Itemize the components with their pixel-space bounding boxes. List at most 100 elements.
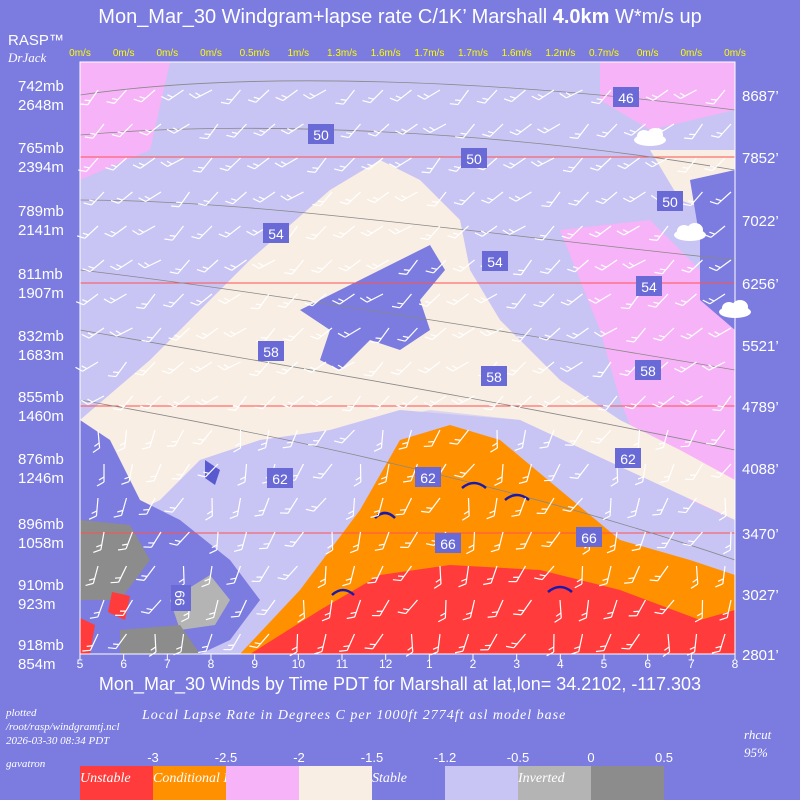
legend-tick: -3 xyxy=(147,750,159,765)
plotted-line: 2026-03-30 08:34 PDT xyxy=(6,735,110,747)
x-tick-label: 5 xyxy=(601,657,608,671)
contour-label-box xyxy=(636,276,662,296)
contour-label: 62 xyxy=(420,470,436,486)
plotted-line: plotted xyxy=(6,707,37,719)
left-pressure-label: 765mb xyxy=(18,140,64,157)
wstar-label: 0m/s xyxy=(724,48,746,59)
contour-label: 58 xyxy=(640,363,656,379)
unstable-region xyxy=(250,565,735,654)
wstar-label: 1m/s xyxy=(287,48,309,59)
legend-tick: -1.5 xyxy=(360,750,384,765)
left-height-label: 854m xyxy=(18,656,56,673)
rasp-brand: RASP™ xyxy=(8,32,64,49)
contour-label-box xyxy=(263,223,289,243)
left-pressure-label: 876mb xyxy=(18,451,64,468)
inverted-region xyxy=(80,520,150,600)
left-pressure-label: 896mb xyxy=(18,516,64,533)
legend-tick: -1.2 xyxy=(433,750,457,765)
contour-label: 54 xyxy=(487,254,503,270)
contour-label-box xyxy=(482,251,508,271)
left-pressure-label: 811mb xyxy=(18,266,63,283)
contour-label-box xyxy=(613,87,639,107)
lapse-note: Local Lapse Rate in Degrees C per 1000ft… xyxy=(142,708,567,723)
contour-label: 50 xyxy=(466,151,482,167)
plotted-line: /root/rasp/windgramtj.ncl xyxy=(6,721,120,733)
left-height-label: 2394m xyxy=(18,159,64,176)
legend-box xyxy=(445,766,518,800)
x-tick-label: 9 xyxy=(251,657,258,671)
right-height-label: 6256’ xyxy=(742,276,779,293)
credit-label: gavatron xyxy=(6,758,46,770)
x-tick-label: 6 xyxy=(120,657,127,671)
right-height-label: 2801’ xyxy=(742,647,779,664)
stable-region xyxy=(690,170,735,330)
x-tick-label: 7 xyxy=(688,657,695,671)
legend-tick: -2 xyxy=(293,750,305,765)
contour-label-box xyxy=(615,448,641,468)
left-height-label: 2141m xyxy=(18,222,64,239)
x-tick-label: 1 xyxy=(426,657,433,671)
contour-label-box xyxy=(576,527,602,547)
contour-label: 66 xyxy=(172,590,188,606)
contour-label: 66 xyxy=(440,536,456,552)
legend-box-label: Inverted xyxy=(518,771,565,786)
contour-label: 58 xyxy=(263,344,279,360)
x-axis-title: Mon_Mar_30 Winds by Time PDT for Marshal… xyxy=(98,674,702,694)
wstar-label: 0m/s xyxy=(637,48,659,59)
wstar-label: 1.2m/s xyxy=(545,48,575,59)
rhcut-label: rhcut 95% xyxy=(744,726,771,762)
legend-box-label: Stable xyxy=(372,771,407,786)
contour-label: 58 xyxy=(486,369,502,385)
inverted-region xyxy=(120,625,200,654)
legend-box xyxy=(299,766,372,800)
legend-box: Inverted xyxy=(518,766,591,800)
right-height-label: 3470’ xyxy=(742,526,779,543)
contour-label: 62 xyxy=(620,451,636,467)
left-height-label: 1460m xyxy=(18,408,64,425)
wstar-label: 0m/s xyxy=(680,48,702,59)
plotted-info: plotted /root/rasp/windgramtj.ncl 2026-0… xyxy=(6,706,120,748)
contour-label-box xyxy=(267,468,293,488)
legend-tick: 0.5 xyxy=(654,750,674,765)
right-height-label: 4789’ xyxy=(742,399,779,416)
left-pressure-label: 789mb xyxy=(18,203,64,220)
rhcut-line: 95% xyxy=(744,745,768,760)
contour-label: 50 xyxy=(313,127,329,143)
x-tick-label: 10 xyxy=(292,657,306,671)
left-pressure-label: 855mb xyxy=(18,389,64,406)
left-height-label: 1683m xyxy=(18,347,64,364)
contour-label-box xyxy=(435,533,461,553)
x-tick-label: 5 xyxy=(77,657,84,671)
x-tick-label: 7 xyxy=(164,657,171,671)
pink-region xyxy=(600,62,735,130)
contour-label: 54 xyxy=(268,226,284,242)
right-height-label: 7022’ xyxy=(742,213,779,230)
legend-box xyxy=(226,766,299,800)
contour-label-box xyxy=(171,585,191,611)
left-height-label: 2648m xyxy=(18,97,64,114)
contour-label-box xyxy=(415,467,441,487)
contour-label-box xyxy=(461,148,487,168)
wstar-label: 1.7m/s xyxy=(458,48,488,59)
chart-title: Mon_Mar_30 Windgram+lapse rate C/1K’ Mar… xyxy=(98,6,702,28)
stable-region xyxy=(300,245,445,370)
wstar-label: 1.6m/s xyxy=(502,48,532,59)
left-height-label: 1246m xyxy=(18,470,64,487)
wstar-label: 0m/s xyxy=(69,48,91,59)
x-tick-label: 3 xyxy=(513,657,520,671)
legend-box: Conditional Instability xyxy=(153,766,280,800)
pink-region xyxy=(80,62,170,180)
contour-label: 50 xyxy=(662,194,678,210)
left-pressure-label: 832mb xyxy=(18,328,64,345)
legend-box: Unstable xyxy=(80,766,153,800)
rhcut-line: rhcut xyxy=(744,727,772,742)
legend-box: Stable xyxy=(372,766,445,800)
wstar-label: 1.6m/s xyxy=(371,48,401,59)
wstar-label: 0m/s xyxy=(113,48,135,59)
x-tick-label: 11 xyxy=(336,657,349,671)
inverted-region xyxy=(170,575,230,630)
legend-box xyxy=(591,766,664,800)
drjack-brand: DrJack xyxy=(8,50,47,65)
x-tick-label: 2 xyxy=(470,657,477,671)
